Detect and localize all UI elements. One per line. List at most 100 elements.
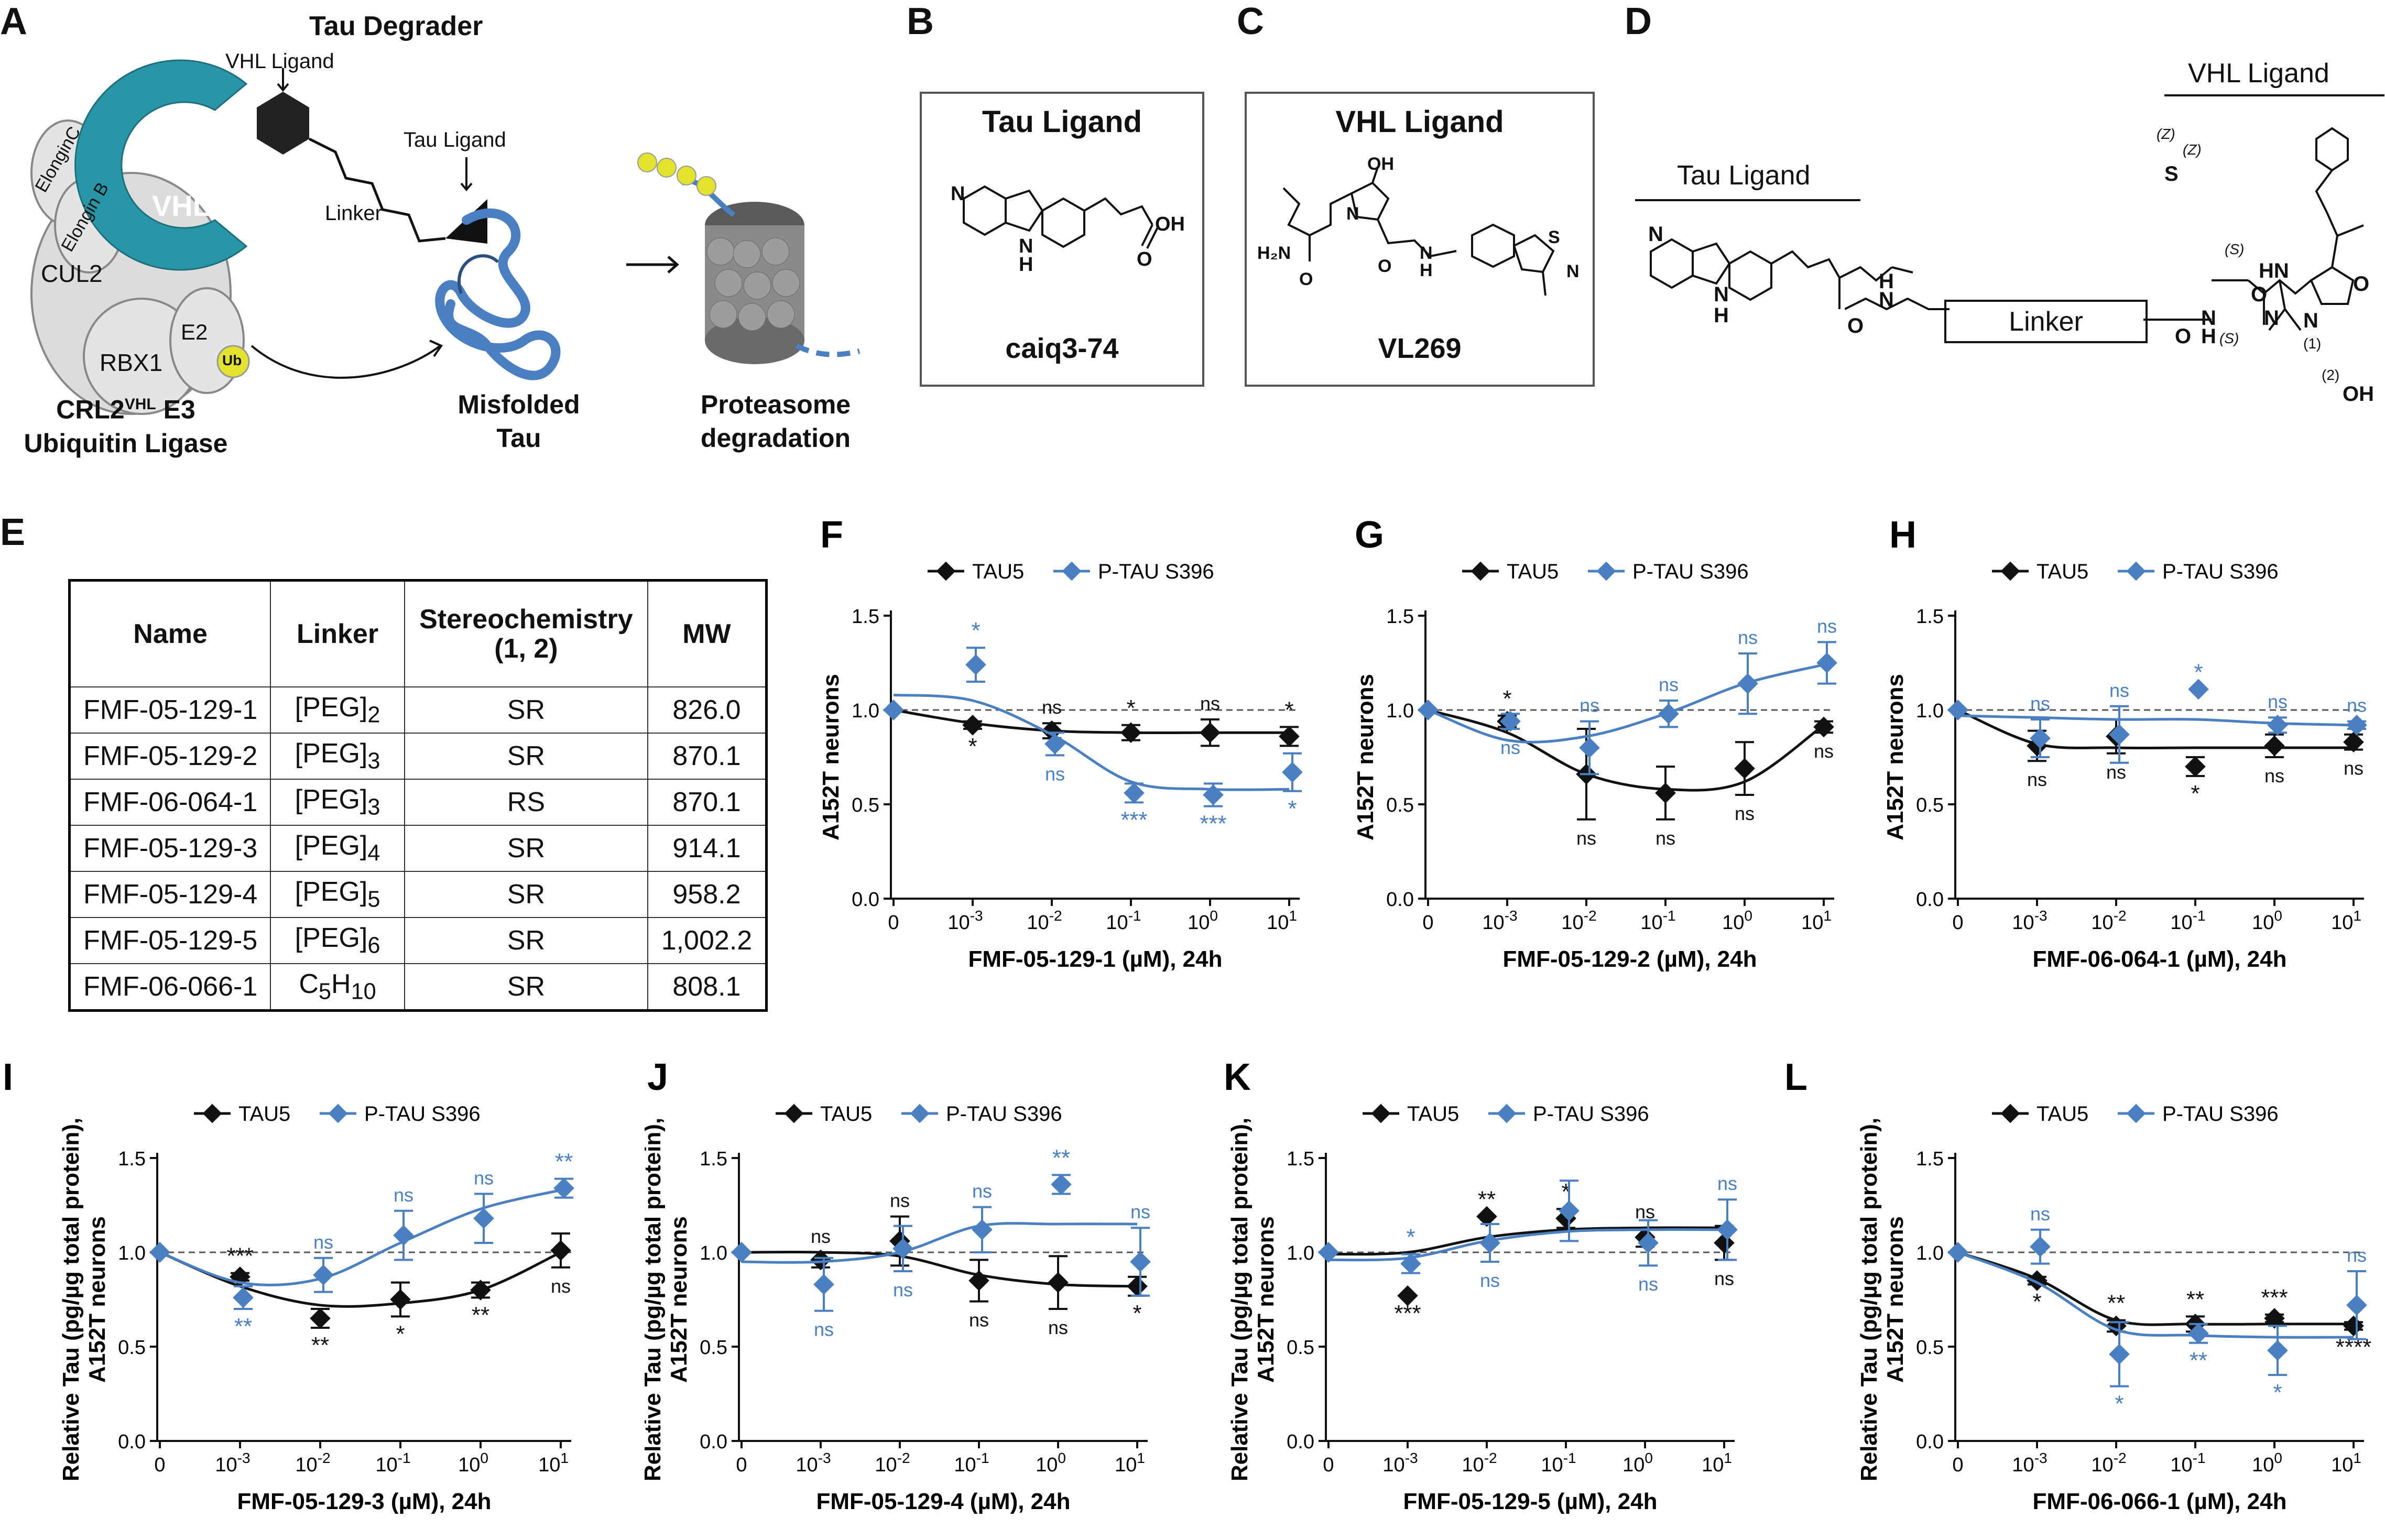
x-tick-label: 10-1 [2170, 908, 2205, 934]
x-tick-label: 100 [1036, 1450, 1066, 1476]
svg-text:A152T neurons: A152T neurons [1353, 674, 1378, 840]
d-vhl-ligand-label: VHL Ligand [2188, 58, 2329, 89]
x-axis-label: FMF-05-129-5 (µM), 24h [1403, 1489, 1658, 1514]
significance-label: *** [1120, 807, 1147, 833]
data-point-ptau [1318, 1242, 1339, 1263]
vhl-ligand-label: VHL Ligand [225, 50, 334, 73]
y-tick-label: 0.5 [852, 794, 879, 816]
y-tick-label: 1.0 [1386, 700, 1414, 722]
legend-marker-tau5 [936, 561, 956, 581]
y-tick-label: 0.5 [700, 1337, 727, 1359]
misfolded-tau-shape [435, 209, 561, 380]
chart-i: I 0.0 0.5 1.0 1.5 0 10-3 10-2 10-1 100 101 FMF-05-1… [3, 1056, 574, 1514]
significance-label: ns [1580, 695, 1599, 716]
data-point-ptau [1418, 700, 1439, 720]
legend-label-ptau: P-TAU S396 [946, 1102, 1062, 1126]
x-tick-label: 0 [1323, 1454, 1334, 1476]
significance-label: ns [2268, 691, 2288, 712]
col-stereochemistry: Stereochemistry (1, 2) [404, 580, 648, 687]
significance-label: ns [1042, 696, 1062, 718]
significance-label: ns [2027, 769, 2047, 790]
fit-curve-tau5 [893, 708, 1289, 734]
significance-label: ns [2344, 758, 2364, 779]
legend: TAU5 P-TAU S396 [776, 1102, 1062, 1126]
svg-text:A152T neurons: A152T neurons [666, 1216, 692, 1383]
significance-label: ns [1576, 827, 1596, 849]
x-axis-label: FMF-06-066-1 (µM), 24h [2033, 1489, 2287, 1514]
x-tick-label: 101 [2331, 908, 2361, 934]
data-point-ptau [2346, 715, 2367, 736]
fit-curve-tau5 [741, 1250, 1138, 1288]
data-point-ptau [149, 1242, 170, 1263]
x-tick-label: 101 [1801, 908, 1832, 934]
data-point-ptau [1044, 734, 1065, 755]
x-tick-label: 10-1 [1640, 908, 1675, 934]
table-row: FMF-05-129-2 [PEG]3 SR 870.1 [69, 733, 767, 780]
significance-label: ns [1717, 1173, 1737, 1194]
table-row: FMF-06-064-1 [PEG]3 RS 870.1 [69, 779, 767, 826]
significance-label: ns [1130, 1201, 1150, 1222]
svg-text:A152T neurons: A152T neurons [818, 674, 844, 840]
x-tick-label: 10-3 [2012, 1450, 2047, 1476]
data-point-tau5 [1476, 1206, 1497, 1227]
data-point-ptau [813, 1274, 834, 1295]
significance-label: ns [1638, 1273, 1658, 1295]
svg-text:Relative Tau (pg/µg total prot: Relative Tau (pg/µg total protein), [1227, 1118, 1253, 1481]
panel-letter-d: D [1625, 1, 1652, 42]
tau-ligand-box: Tau Ligand N N H OH O caiq3-74 [920, 92, 1204, 387]
y-tick-label: 1.5 [700, 1148, 727, 1170]
fit-curve-ptau [159, 1188, 561, 1286]
y-axis-label: Relative Tau (pg/µg total protein),A152T… [1227, 1118, 1279, 1481]
col-name: Name [69, 580, 271, 687]
panel-letter-b: B [907, 1, 934, 42]
d-vhl-ligand-rule [2164, 94, 2384, 96]
significance-label: *** [2261, 1285, 2288, 1310]
legend: TAU5 P-TAU S396 [1992, 1102, 2279, 1126]
significance-label: *** [226, 1243, 253, 1269]
significance-label: ** [1052, 1145, 1070, 1171]
chart-h: H 0.0 0.5 1.0 1.5 0 10-3 10-2 10-1 100 101 FMF-06-0… [1887, 514, 2367, 972]
degrader-structure [1650, 127, 2364, 331]
y-tick-label: 1.0 [852, 700, 879, 722]
legend-label-ptau: P-TAU S396 [1632, 560, 1749, 583]
significance-label: ns [1480, 1270, 1500, 1291]
d-tau-ligand-rule [1635, 199, 1860, 201]
y-tick-label: 1.5 [1386, 606, 1414, 628]
chart-f: F 0.0 0.5 1.0 1.5 0 10-3 10-2 10-1 100 101 FMF-05-1… [818, 514, 1303, 972]
x-tick-label: 10-1 [1106, 908, 1141, 934]
data-point-ptau [553, 1177, 574, 1199]
y-tick-label: 0.5 [1287, 1337, 1314, 1359]
caiq3-74-structure [963, 185, 1159, 249]
significance-label: ns [811, 1226, 831, 1247]
misfolded-tau-caption: Misfolded Tau [458, 390, 580, 453]
chart-j: J 0.0 0.5 1.0 1.5 0 10-3 10-2 10-1 100 101 FMF-05-1… [645, 1056, 1151, 1514]
table-row: FMF-05-129-5 [PEG]6 SR 1,002.2 [69, 917, 767, 964]
chart-k: K 0.0 0.5 1.0 1.5 0 10-3 10-2 10-1 100 101 FMF-05-1… [1224, 1056, 1738, 1514]
panel-letter-k: K [1224, 1056, 1251, 1098]
x-tick-label: 101 [1267, 908, 1297, 934]
fit-curve-tau5 [1328, 1226, 1725, 1256]
chart-g: G 0.0 0.5 1.0 1.5 0 10-3 10-2 10-1 100 101 FMF-05-1… [1353, 514, 1837, 972]
data-point-ptau [1947, 1242, 1968, 1263]
panel-a-schematic [30, 59, 861, 415]
y-axis-label: Relative Tau (pg/µg total protein),A152T… [1353, 674, 1378, 840]
significance-label: ns [474, 1167, 494, 1188]
significance-label: ns [972, 1181, 992, 1202]
legend-marker-ptau [328, 1104, 348, 1123]
data-point-ptau [2188, 679, 2209, 700]
data-point-tau5 [550, 1240, 571, 1261]
significance-label: ns [2030, 1203, 2050, 1225]
fit-curve-ptau [1328, 1228, 1725, 1262]
y-tick-label: 0.5 [118, 1337, 146, 1359]
x-tick-label: 10-1 [954, 1450, 989, 1476]
svg-text:Relative Tau (pg/µg total prot: Relative Tau (pg/µg total protein), [1856, 1118, 1882, 1481]
significance-label: ns [814, 1319, 834, 1340]
legend-label-ptau: P-TAU S396 [1533, 1102, 1649, 1126]
x-tick-label: 10-2 [2091, 908, 2126, 934]
legend-label-ptau: P-TAU S396 [364, 1102, 481, 1126]
data-point-tau5 [962, 715, 983, 736]
x-tick-label: 10-3 [1482, 908, 1517, 934]
ub-shape [216, 345, 250, 378]
data-point-ptau [2267, 1340, 2288, 1361]
x-tick-label: 10-2 [875, 1450, 910, 1476]
